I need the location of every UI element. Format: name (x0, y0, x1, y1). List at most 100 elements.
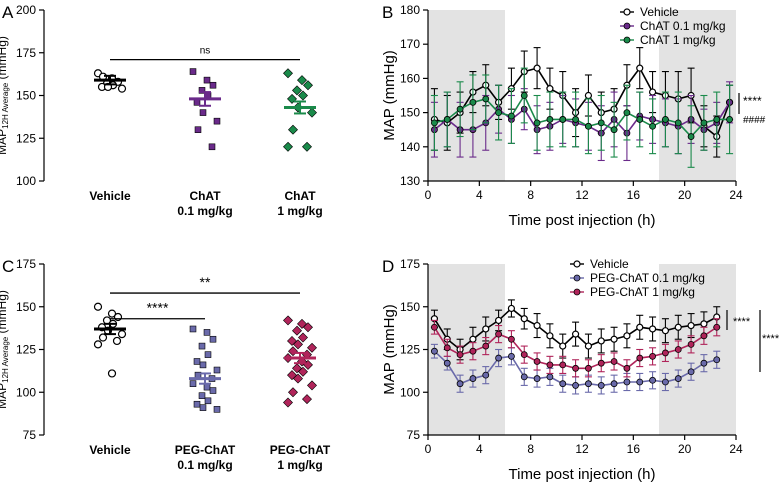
data-point (559, 361, 567, 369)
data-point (198, 392, 206, 399)
data-point (199, 404, 207, 411)
data-point (649, 376, 656, 384)
data-point (520, 351, 528, 359)
data-point (662, 349, 669, 357)
legend-label: Vehicle (590, 257, 629, 271)
data-point (585, 364, 592, 372)
y-axis-label: MAP12H Average (mmHg) (0, 290, 10, 409)
y-tick-label: 175 (16, 46, 36, 60)
y-tick-label: 160 (400, 71, 420, 85)
data-point (117, 84, 127, 93)
data-point (288, 387, 298, 398)
data-point (662, 116, 669, 123)
data-point (288, 124, 298, 135)
data-point (494, 316, 503, 325)
y-tick-label: 100 (16, 385, 36, 399)
y-tick-label: 125 (16, 131, 36, 145)
x-tick-label: 12 (575, 188, 589, 202)
panel-letter: B (382, 3, 393, 22)
y-label-sub: 12H Average (1, 336, 10, 383)
y-tick-label: 125 (400, 343, 420, 357)
x-tick-label: 4 (476, 188, 483, 202)
plot-area (430, 299, 721, 395)
plot-area (430, 47, 734, 168)
series-chat1 (430, 67, 734, 168)
y-tick-label: 100 (400, 385, 420, 399)
data-point (193, 400, 201, 408)
data-point (482, 371, 490, 379)
data-point (292, 325, 302, 336)
data-point (597, 382, 605, 389)
data-point (189, 325, 197, 333)
data-point (198, 342, 206, 350)
data-point (674, 346, 682, 353)
data-point (194, 126, 202, 133)
data-point (431, 347, 438, 355)
data-point (293, 339, 303, 350)
data-point (495, 109, 502, 116)
data-point (283, 141, 293, 152)
data-point (303, 322, 313, 333)
data-point (283, 68, 293, 79)
data-point (533, 375, 541, 382)
y-axis-label: MAP (mmHg) (381, 50, 398, 141)
x-tick-label: 24 (729, 442, 743, 456)
data-point (431, 119, 438, 127)
x-axis-label: Time post injection (h) (509, 212, 656, 229)
data-point (559, 380, 567, 388)
group-label: ChAT (189, 189, 221, 203)
data-point (203, 329, 211, 336)
data-point (571, 330, 580, 338)
y-label-main: MAP (0, 129, 9, 155)
data-point (661, 327, 670, 335)
significance-label: #### (743, 115, 766, 126)
data-point (213, 366, 221, 374)
data-point (508, 352, 515, 360)
data-point (713, 323, 721, 331)
y-label-main: MAP (0, 383, 9, 409)
data-point (520, 373, 528, 381)
data-point (203, 76, 211, 84)
data-point (112, 336, 122, 346)
group-label: PEG-ChAT (270, 443, 331, 457)
data-point (572, 382, 579, 389)
data-point (520, 92, 528, 99)
data-point (559, 342, 567, 350)
data-point (209, 335, 217, 343)
data-point (507, 304, 516, 313)
data-point (213, 117, 221, 125)
group-label-dose: 0.1 mg/kg (177, 458, 232, 472)
legend-marker (573, 288, 581, 296)
data-point (700, 332, 708, 340)
data-point (193, 358, 201, 365)
data-point (456, 351, 464, 359)
data-point (597, 359, 605, 367)
data-point (208, 143, 216, 151)
x-tick-label: 20 (678, 442, 692, 456)
data-point (93, 340, 103, 349)
data-point (307, 107, 317, 118)
data-point (584, 342, 593, 350)
data-point (610, 126, 618, 134)
panel-d: D 75 100 125 150 175 0 4 8 12 16 20 24 Time post inje… (381, 257, 780, 483)
y-tick-label: 150 (400, 300, 420, 314)
panel-a: A 100 125 150 175 200 MAP12H Average (mmHg) Veh… (0, 3, 323, 218)
data-point (662, 378, 669, 386)
data-point (107, 309, 117, 318)
significance-label: **** (147, 300, 169, 316)
y-tick-label: 175 (16, 257, 36, 271)
data-point (623, 364, 631, 372)
data-point (213, 406, 221, 413)
x-tick-label: 12 (575, 442, 589, 456)
data-point (559, 116, 567, 123)
legend-marker (573, 260, 581, 268)
data-point (636, 378, 644, 386)
data-point (533, 321, 541, 330)
data-point (495, 354, 502, 362)
data-point (292, 85, 302, 96)
data-point (687, 368, 695, 376)
y-tick-label: 140 (400, 140, 420, 154)
panel-letter: D (382, 257, 394, 276)
legend-marker (623, 22, 631, 30)
data-point (198, 87, 206, 94)
